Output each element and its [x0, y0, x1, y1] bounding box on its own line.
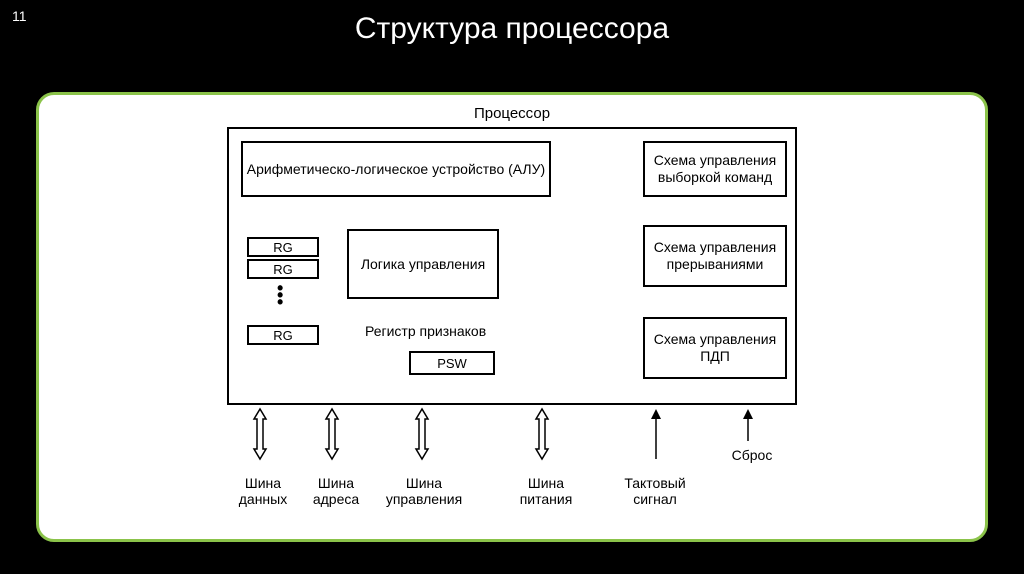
- processor-diagram: Процессор Арифметическо-логическое устро…: [227, 105, 797, 525]
- bus-label-address: Шинаадреса: [307, 475, 365, 507]
- bidir-arrow-control: [413, 407, 431, 461]
- bidir-arrow-address: [323, 407, 341, 461]
- register-rg-1: RG: [247, 237, 319, 257]
- bus-label-control: Шинауправления: [379, 475, 469, 507]
- register-rg-n: RG: [247, 325, 319, 345]
- bus-label-clock: Тактовыйсигнал: [615, 475, 695, 507]
- processor-container-box: Арифметическо-логическое устройство (АЛУ…: [227, 127, 797, 405]
- psw-box: PSW: [409, 351, 495, 375]
- psw-register-label: Регистр признаков: [365, 323, 486, 339]
- processor-label: Процессор: [227, 105, 797, 122]
- alu-box: Арифметическо-логическое устройство (АЛУ…: [241, 141, 551, 197]
- interrupt-control-box: Схема управления прерываниями: [643, 225, 787, 287]
- up-arrow-reset: [741, 407, 755, 443]
- slide-title: Структура процессора: [0, 12, 1024, 46]
- bus-label-power: Шинапитания: [515, 475, 577, 507]
- bus-label-reset: Сброс: [727, 447, 777, 463]
- bidir-arrow-power: [533, 407, 551, 461]
- fetch-control-box: Схема управления выборкой команд: [643, 141, 787, 197]
- bus-label-data: Шинаданных: [233, 475, 293, 507]
- control-logic-box: Логика управления: [347, 229, 499, 299]
- up-arrow-clock: [649, 407, 663, 461]
- dma-control-box: Схема управления ПДП: [643, 317, 787, 379]
- register-ellipsis: •••: [277, 285, 283, 307]
- content-frame: Процессор Арифметическо-логическое устро…: [36, 92, 988, 542]
- bidir-arrow-data: [251, 407, 269, 461]
- register-rg-2: RG: [247, 259, 319, 279]
